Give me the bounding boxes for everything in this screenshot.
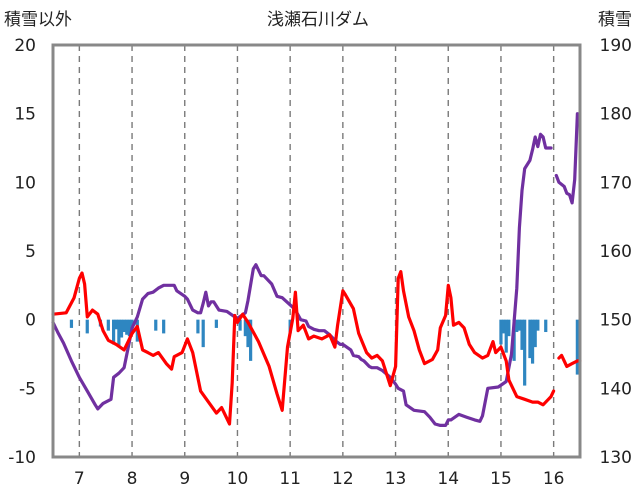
x-tick-label: 11 <box>279 469 301 489</box>
bar-mark <box>162 319 166 334</box>
bar-mark <box>201 319 205 348</box>
x-tick-label: 16 <box>543 469 565 489</box>
left-y-tick-label: 10 <box>14 173 36 193</box>
left-y-tick-label: 20 <box>14 36 36 56</box>
bar-mark <box>127 319 132 337</box>
right-y-tick-label: 190 <box>600 36 632 56</box>
x-tick-label: 15 <box>490 469 512 489</box>
bar-mark <box>117 319 121 348</box>
bar-mark <box>530 319 535 364</box>
right-y-tick-label: 130 <box>600 448 632 468</box>
bar-mark <box>69 319 74 328</box>
bar-mark <box>122 319 126 333</box>
chart-title: 浅瀬石川ダム <box>267 10 369 30</box>
bar-mark <box>515 319 519 333</box>
plot-frame <box>51 43 582 459</box>
vertical-grid <box>78 45 555 457</box>
other-line-3 <box>557 353 582 368</box>
bar-mark <box>504 319 508 353</box>
right-y-ticks: 130 140 150 160 170 180 190 <box>600 36 632 468</box>
bar-series <box>69 319 579 386</box>
bar-mark <box>501 319 506 334</box>
bar-mark <box>528 319 532 359</box>
bar-mark <box>125 319 129 335</box>
left-y-tick-label: 5 <box>25 242 36 262</box>
x-tick-label: 8 <box>127 469 138 489</box>
bar-mark <box>85 319 89 334</box>
right-y-tick-label: 150 <box>600 311 632 331</box>
bar-mark <box>575 319 579 375</box>
x-tick-label: 12 <box>332 469 354 489</box>
x-tick-label: 14 <box>437 469 459 489</box>
left-axis-title: 積雪以外 <box>4 10 72 30</box>
snow-line-1 <box>554 112 579 205</box>
right-y-tick-label: 180 <box>600 105 632 125</box>
bar-mark <box>533 319 537 348</box>
left-y-tick-label: -10 <box>8 448 36 468</box>
left-y-ticks: -10 -5 0 5 10 15 20 <box>8 36 36 468</box>
bar-mark <box>196 319 200 334</box>
bar-mark <box>238 319 242 331</box>
x-tick-label: 9 <box>179 469 190 489</box>
right-y-tick-label: 140 <box>600 379 632 399</box>
right-axis-title: 積雪 <box>598 10 632 30</box>
bar-mark <box>536 319 540 331</box>
bar-mark <box>517 319 521 331</box>
bar-mark <box>243 319 247 337</box>
other-line-2 <box>51 270 556 426</box>
bar-mark <box>249 319 253 361</box>
bar-mark <box>544 319 548 333</box>
bar-mark <box>112 319 116 345</box>
bar-mark <box>119 319 124 338</box>
bar-mark <box>520 319 524 350</box>
bar-mark <box>523 319 527 386</box>
bar-mark <box>246 319 250 348</box>
right-y-tick-label: 160 <box>600 242 632 262</box>
right-y-tick-label: 170 <box>600 173 632 193</box>
x-tick-label: 7 <box>74 469 85 489</box>
x-tick-label: 10 <box>227 469 249 489</box>
left-y-tick-label: -5 <box>19 379 36 399</box>
line-series <box>51 112 582 427</box>
bar-mark <box>114 319 118 330</box>
bar-mark <box>154 319 158 331</box>
bar-mark <box>507 319 511 337</box>
x-ticks: 7 8 9 10 11 12 13 14 15 16 <box>74 469 565 489</box>
bar-mark <box>499 319 503 345</box>
snow-line-0 <box>51 132 553 427</box>
x-tick-label: 13 <box>385 469 407 489</box>
bar-mark <box>106 319 110 331</box>
left-y-tick-label: 0 <box>25 311 36 331</box>
bar-mark <box>214 319 218 328</box>
left-y-tick-label: 15 <box>14 105 36 125</box>
bar-mark <box>130 319 134 328</box>
